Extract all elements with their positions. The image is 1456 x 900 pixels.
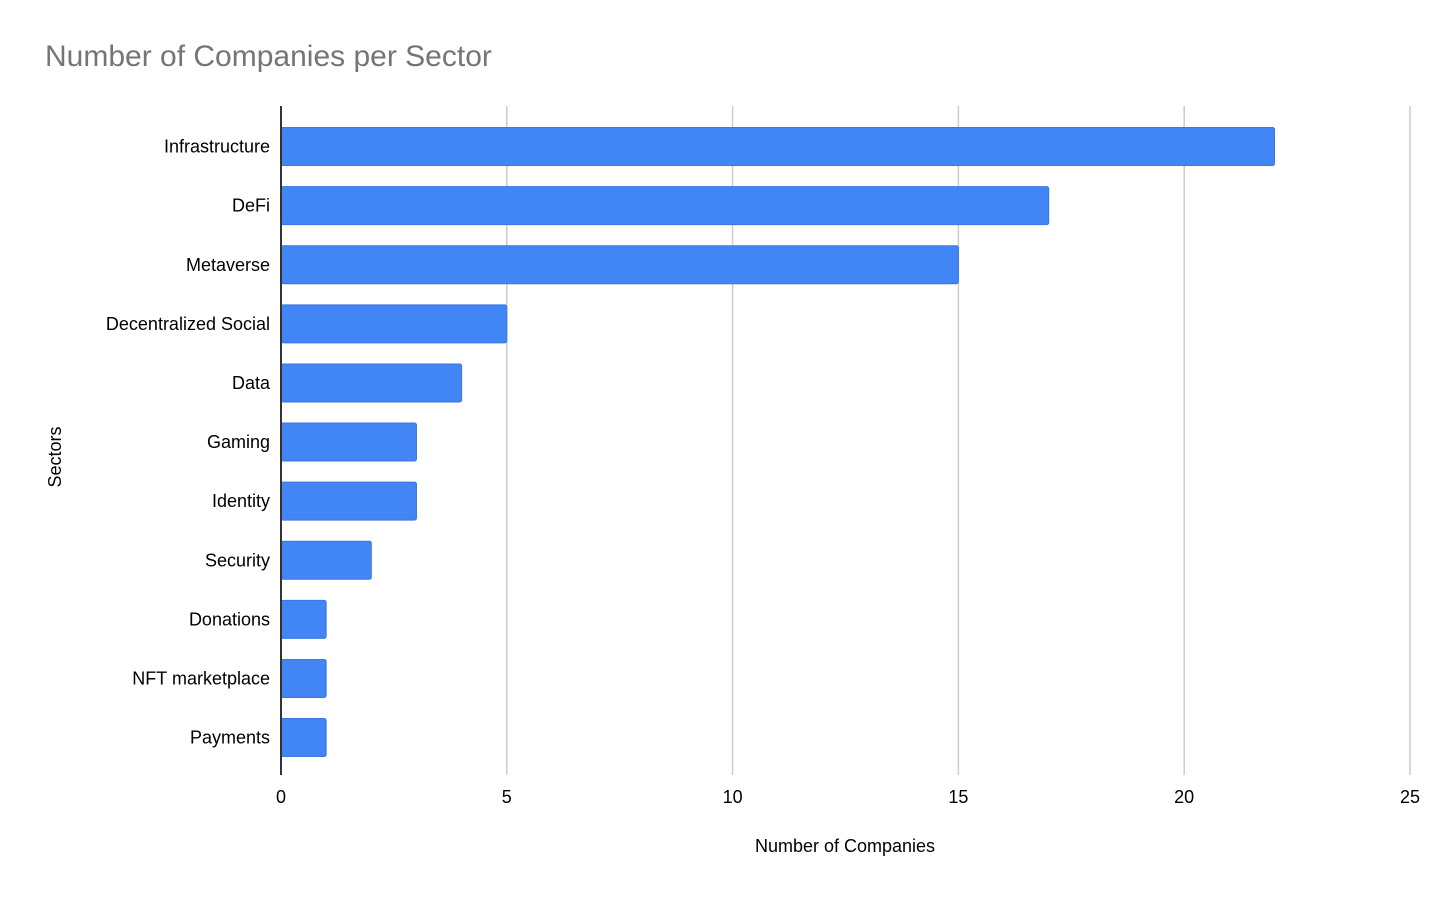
- bars: [280, 127, 1276, 758]
- bar: [280, 245, 959, 285]
- y-tick-label: Payments: [190, 728, 270, 748]
- y-axis-title: Sectors: [45, 426, 65, 487]
- bar: [280, 540, 372, 580]
- bar: [280, 658, 327, 698]
- bar: [280, 599, 327, 639]
- x-tick-label: 15: [948, 787, 968, 807]
- bar: [280, 481, 417, 521]
- y-tick-label: Security: [205, 550, 270, 570]
- x-tick-label: 0: [276, 787, 286, 807]
- y-tick-label: Data: [232, 373, 271, 393]
- x-axis-title: Number of Companies: [755, 836, 935, 856]
- bar: [280, 304, 508, 344]
- bar: [280, 363, 463, 403]
- bar: [280, 718, 327, 758]
- chart-title: Number of Companies per Sector: [45, 40, 492, 73]
- y-tick-label: Donations: [189, 609, 270, 629]
- y-tick-label: DeFi: [232, 196, 270, 216]
- x-tick-label: 20: [1174, 787, 1194, 807]
- y-tick-label: Metaverse: [186, 255, 270, 275]
- bar: [280, 127, 1276, 167]
- x-tick-labels: 0 5 10 15 20 25: [276, 787, 1420, 807]
- x-tick-label: 5: [502, 787, 512, 807]
- x-tick-label: 25: [1400, 787, 1420, 807]
- y-tick-label: Decentralized Social: [106, 314, 270, 334]
- y-tick-label: Gaming: [207, 432, 270, 452]
- y-tick-label: Infrastructure: [164, 137, 270, 157]
- y-tick-label: NFT marketplace: [132, 668, 270, 688]
- y-tick-label: Identity: [212, 491, 270, 511]
- bar: [280, 422, 417, 462]
- x-tick-label: 10: [723, 787, 743, 807]
- y-tick-labels: Infrastructure DeFi Metaverse Decentralized…: [106, 137, 271, 748]
- bar: [280, 186, 1050, 226]
